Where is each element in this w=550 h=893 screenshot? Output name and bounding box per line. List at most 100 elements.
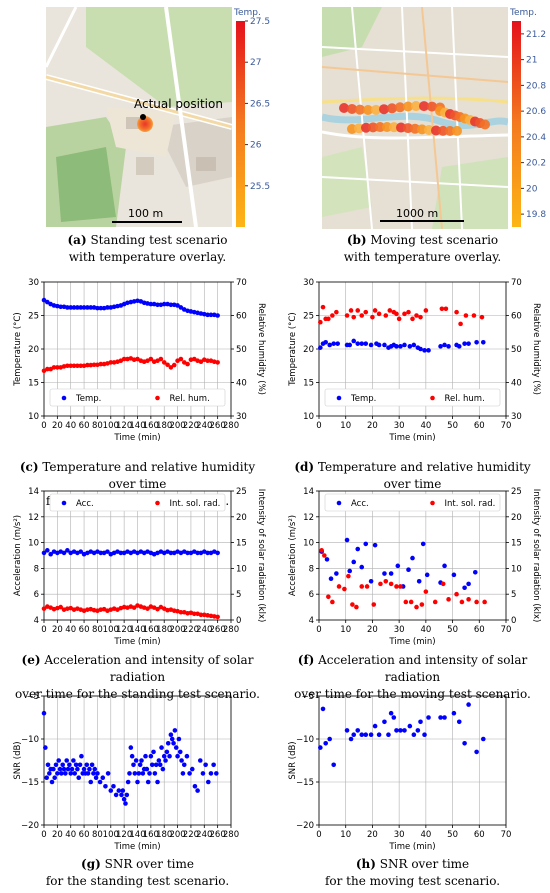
legend-marker: [61, 500, 67, 506]
x-tick-label: 40: [65, 421, 76, 431]
data-point-series1: [81, 305, 87, 310]
colorbar-tick-label: 26.5: [250, 99, 270, 109]
data-point-series2: [161, 360, 167, 365]
data-point-snr: [131, 762, 136, 768]
track-point: [371, 104, 381, 115]
y-tick-label: 12: [303, 513, 314, 523]
data-point-snr: [200, 771, 206, 776]
legend-label: Acc.: [351, 499, 369, 509]
data-point-snr: [123, 801, 128, 806]
caption-h: (h) SNR over time for the moving test sc…: [324, 857, 501, 888]
x-tick-label: 60: [79, 421, 90, 431]
y-tick-label: 14: [28, 487, 39, 497]
y-tick-label: 6: [309, 590, 314, 600]
x-tick-label: 30: [394, 625, 405, 635]
y2-tick-label: 10: [236, 564, 247, 574]
data-point-series1: [347, 342, 353, 348]
data-point-series1: [382, 571, 387, 576]
data-point-snr: [208, 771, 214, 776]
chart-acceleration-solar-standing: 0 20 40 60 80 1001201401601802002202402602804…: [13, 487, 266, 647]
data-point-snr: [165, 741, 171, 746]
data-point-series1: [466, 581, 471, 587]
x-tick-label: 100: [103, 421, 119, 431]
x-tick-label: 160: [143, 421, 159, 431]
data-point-series2: [75, 363, 80, 369]
track-point: [395, 102, 405, 113]
data-point-series1: [438, 344, 443, 349]
data-point-snr: [120, 788, 126, 793]
data-point-snr: [45, 762, 51, 768]
y2-axis-label: Intensity of solar radiation (klx): [531, 489, 541, 623]
data-point-series2: [423, 308, 429, 313]
y2-tick-label: 70: [511, 278, 522, 288]
data-point-series1: [422, 348, 427, 353]
data-point-snr: [47, 771, 52, 776]
data-point-series2: [363, 309, 369, 315]
data-point-snr: [153, 762, 159, 768]
data-point-snr: [56, 758, 61, 763]
data-point-snr: [422, 732, 427, 737]
x-tick-label: 60: [474, 421, 485, 431]
data-point-series1: [347, 568, 353, 574]
data-point-series2: [178, 609, 184, 615]
x-axis-label: Time (min): [388, 842, 435, 852]
data-point-snr: [167, 753, 172, 759]
colorbar-title: Temp.: [510, 8, 537, 18]
y-tick-label: −5: [26, 692, 39, 702]
y-tick-label: 25: [28, 312, 39, 322]
colorbar-gradient: [512, 21, 521, 227]
data-point-series1: [406, 567, 411, 572]
data-point-series2: [342, 586, 347, 592]
data-point-snr: [63, 771, 68, 776]
x-tick-label: 0: [41, 625, 46, 635]
data-point-series1: [402, 342, 407, 348]
x-tick-label: 140: [129, 421, 145, 431]
y-tick-label: 4: [34, 616, 39, 626]
x-tick-label: 80: [92, 421, 103, 431]
x-tick-label: 120: [116, 830, 132, 840]
data-point-series1: [462, 585, 467, 591]
data-point-snr: [124, 792, 130, 798]
data-point-series2: [178, 356, 184, 362]
data-point-snr: [163, 758, 168, 763]
y-tick-label: 8: [34, 564, 39, 574]
colorbar-gradient: [236, 21, 245, 227]
data-point-snr: [155, 779, 160, 785]
data-point-series1: [155, 302, 160, 308]
data-point-snr: [77, 762, 83, 768]
y-tick-label: 6: [34, 590, 39, 600]
data-point-series2: [158, 356, 164, 362]
data-point-snr: [386, 732, 391, 737]
data-point-snr: [160, 766, 166, 772]
data-point-series2: [454, 591, 459, 597]
colorbar-title: Temp.: [234, 8, 261, 18]
data-point-series1: [363, 541, 369, 547]
data-point-series2: [168, 365, 174, 370]
colorbar-moving: Temp. 21.2 21 20.8 20.6 20.4 20.2 20 19.8: [510, 8, 546, 227]
x-tick-label: 240: [196, 421, 212, 431]
data-point-series2: [148, 356, 154, 362]
data-point-series1: [118, 550, 124, 556]
y-tick-label: 20: [28, 345, 39, 355]
data-point-snr: [156, 758, 162, 763]
data-point-snr: [140, 771, 146, 776]
legend-box: [49, 493, 226, 512]
panel-b: 1000 m Temp. 21.2 21 20.8 20.6 20.4 20.2 20 19.8: [318, 5, 550, 230]
data-point-series2: [402, 311, 407, 317]
data-point-snr: [148, 753, 154, 759]
data-point-snr: [161, 753, 167, 759]
y-axis-label: Temperature (°C): [288, 312, 298, 386]
data-point-snr: [355, 728, 361, 733]
data-point-series2: [55, 365, 60, 370]
data-point-snr: [203, 762, 208, 768]
data-point-snr: [169, 736, 175, 742]
data-point-series1: [368, 579, 374, 584]
data-point-snr: [144, 766, 150, 772]
data-point-series1: [442, 342, 447, 348]
map-standing: Actual position 100 m: [46, 7, 232, 227]
data-point-snr: [205, 779, 211, 785]
data-point-series1: [331, 341, 336, 346]
data-point-snr: [456, 719, 462, 725]
y2-tick-label: 5: [236, 590, 241, 600]
data-point-series2: [131, 605, 137, 610]
